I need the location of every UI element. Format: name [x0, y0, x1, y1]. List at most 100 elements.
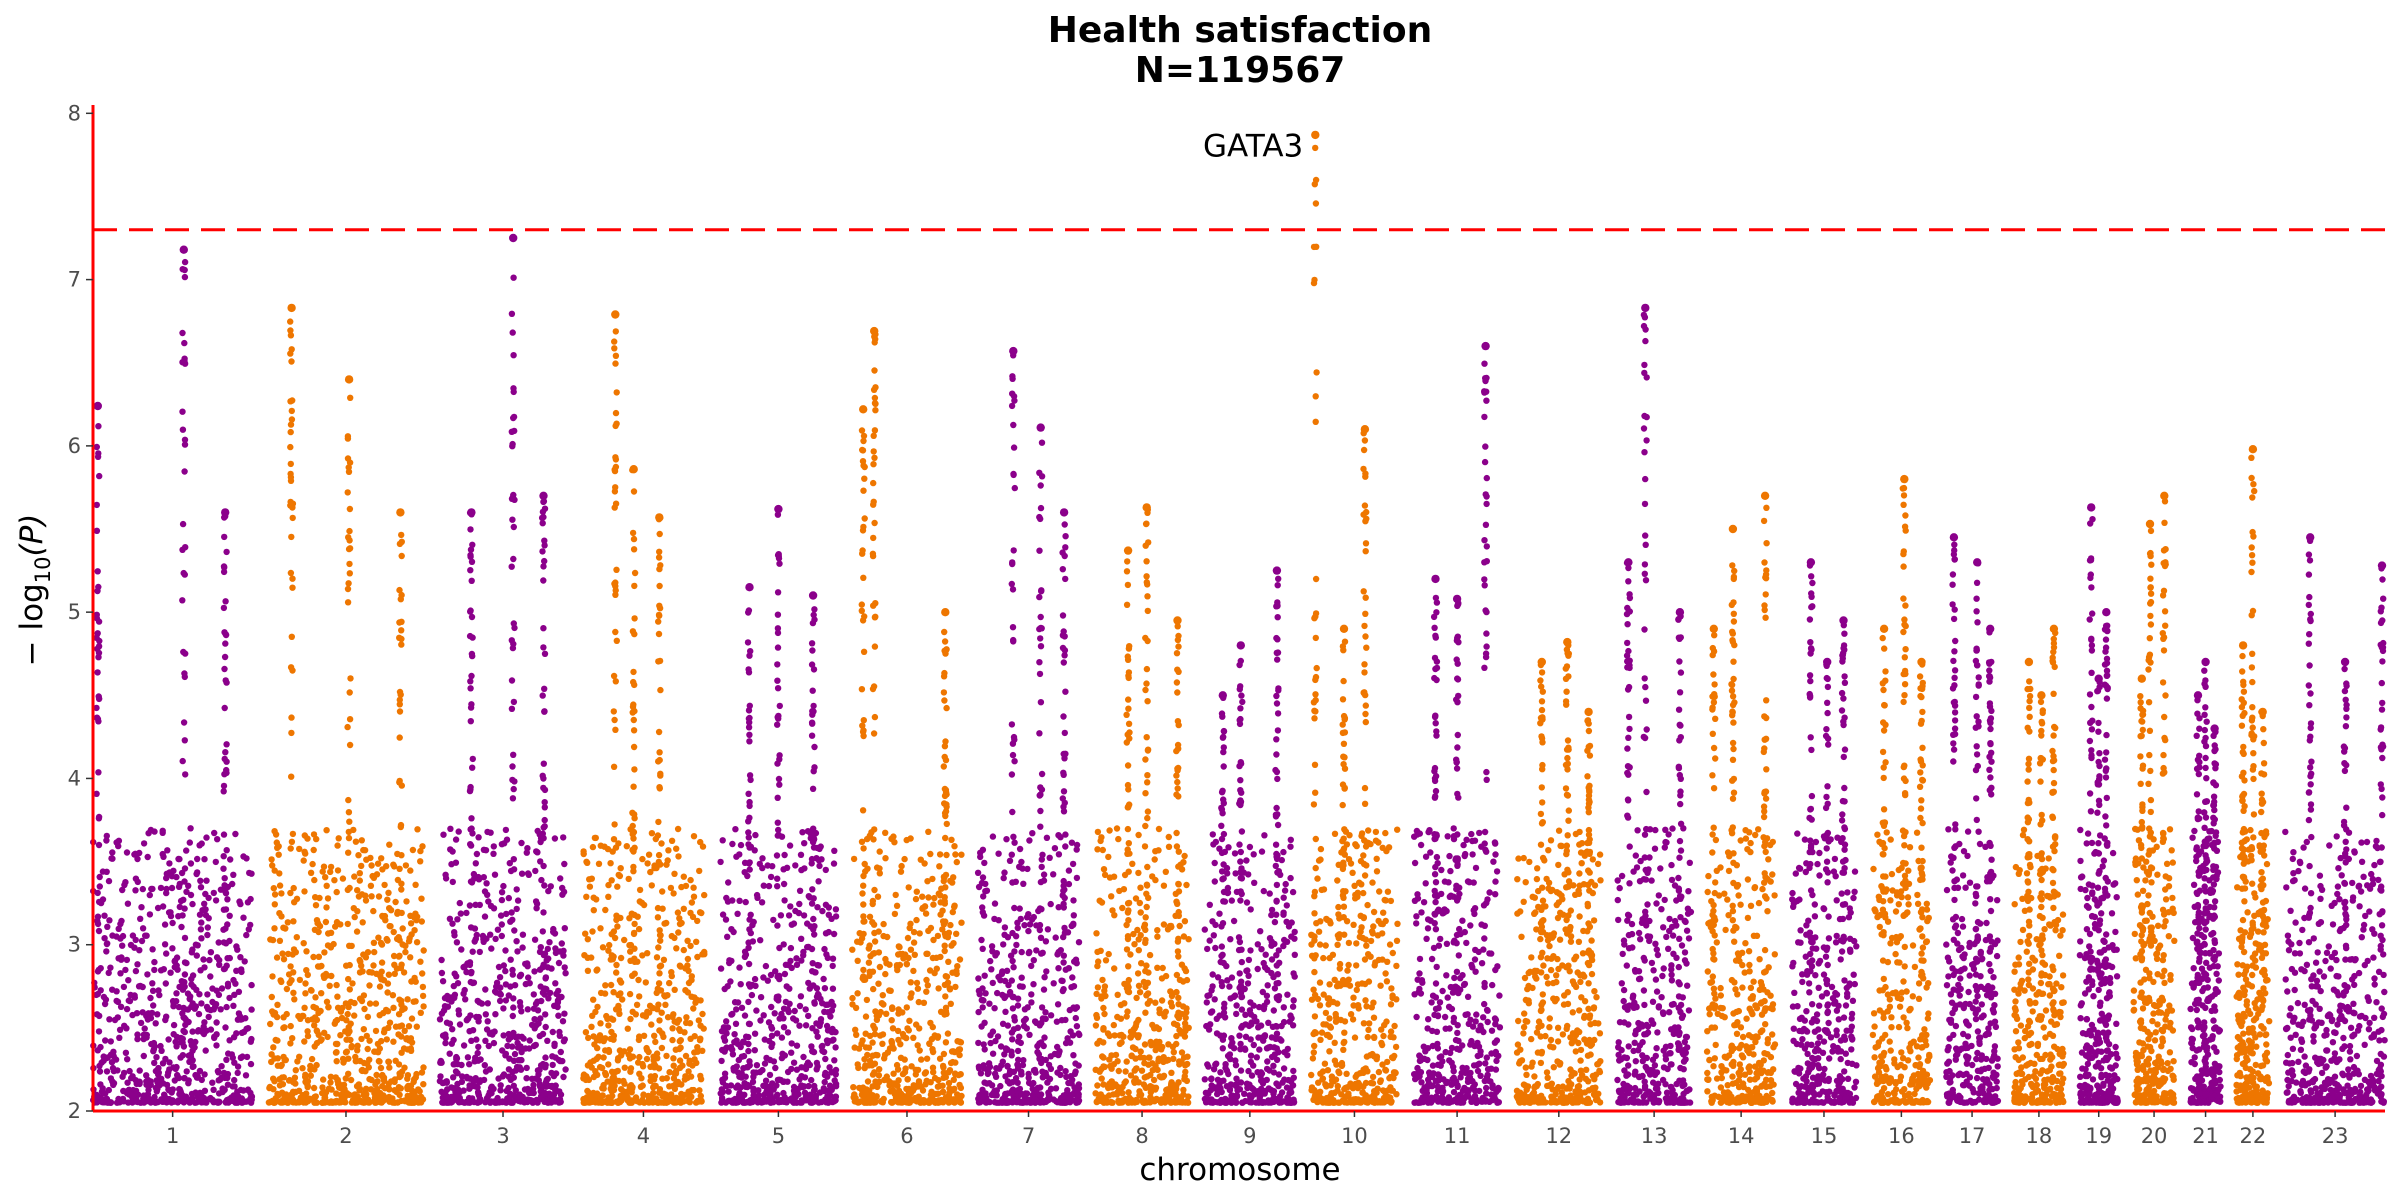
data-points — [90, 130, 2388, 1106]
snp-point — [746, 738, 753, 745]
snp-point — [294, 1058, 301, 1065]
snp-point — [288, 773, 295, 780]
snp-point — [193, 952, 200, 959]
snp-point — [1026, 837, 1033, 844]
snp-point — [690, 1005, 697, 1012]
snp-point — [1012, 1074, 1020, 1082]
snp-point — [197, 926, 205, 933]
snp-point — [482, 1011, 489, 1018]
snp-point — [1060, 713, 1067, 720]
snp-point — [463, 909, 470, 917]
snp-point — [924, 950, 931, 957]
snp-point — [523, 1075, 530, 1082]
snp-point — [221, 882, 228, 889]
snp-point — [189, 1057, 196, 1064]
snp-point — [1011, 397, 1018, 404]
snp-point — [871, 713, 879, 721]
snp-point — [690, 833, 698, 840]
snp-point — [919, 893, 926, 900]
snp-point — [140, 840, 148, 847]
snp-point — [240, 853, 247, 860]
snp-point — [861, 515, 868, 522]
snp-point — [212, 897, 220, 904]
snp-point — [655, 944, 662, 951]
snp-point — [615, 1006, 622, 1013]
snp-point — [1047, 1053, 1055, 1060]
snp-point — [346, 986, 353, 993]
snp-point — [611, 338, 618, 345]
snp-point — [466, 1061, 473, 1068]
snp-point — [202, 1047, 209, 1054]
snp-point — [822, 901, 830, 908]
snp-point — [287, 1022, 294, 1030]
snp-point — [1143, 992, 1150, 999]
snp-point — [500, 882, 507, 890]
snp-point — [939, 1062, 947, 1070]
snp-point — [1054, 1043, 1061, 1051]
snp-point — [93, 443, 101, 451]
snp-point — [376, 1012, 383, 1019]
snp-point — [736, 897, 743, 904]
snp-point — [745, 790, 752, 797]
snp-point — [181, 436, 189, 443]
snp-point — [809, 720, 816, 727]
snp-point — [678, 1081, 685, 1088]
snp-point — [93, 527, 101, 534]
snp-point — [481, 913, 489, 920]
snp-point — [932, 1090, 940, 1098]
snp-point — [223, 847, 230, 854]
snp-point — [323, 998, 331, 1005]
snp-point — [731, 1031, 738, 1038]
snp-point — [396, 586, 403, 594]
snp-point — [1045, 1096, 1052, 1104]
snp-point — [417, 858, 424, 865]
snp-point — [1057, 1064, 1064, 1072]
snp-point — [345, 580, 352, 587]
snp-point — [241, 958, 248, 965]
snp-point — [945, 958, 952, 965]
snp-point — [588, 875, 595, 882]
snp-point — [376, 1045, 383, 1052]
snp-point — [1062, 1068, 1069, 1075]
snp-point — [207, 949, 215, 956]
snp-point — [510, 414, 517, 422]
snp-point — [467, 718, 474, 725]
snp-point — [119, 1073, 126, 1080]
snp-point — [243, 931, 250, 939]
snp-point — [580, 1071, 588, 1078]
snp-point — [514, 1094, 521, 1102]
snp-point — [630, 546, 638, 553]
snp-point — [522, 1045, 529, 1052]
snp-point — [1000, 941, 1007, 948]
snp-point — [544, 1037, 551, 1045]
snp-point — [830, 930, 838, 938]
snp-point — [544, 1097, 551, 1105]
snp-point — [411, 1076, 418, 1083]
snp-point — [318, 990, 325, 997]
snp-point — [888, 835, 895, 842]
snp-point — [551, 930, 559, 937]
snp-point — [886, 961, 893, 968]
snp-point — [890, 1045, 897, 1052]
snp-point — [410, 998, 417, 1005]
snp-point — [787, 903, 794, 910]
snp-point — [348, 1042, 355, 1050]
snp-point — [676, 1027, 684, 1035]
snp-point — [210, 1006, 217, 1013]
snp-point — [913, 979, 921, 987]
snp-point — [1064, 1035, 1071, 1042]
snp-point — [647, 1073, 655, 1080]
snp-point — [1142, 1009, 1149, 1016]
snp-point — [811, 606, 818, 613]
snp-point — [287, 963, 294, 970]
snp-point — [751, 1030, 759, 1037]
snp-point — [534, 849, 541, 856]
snp-point — [1180, 978, 1187, 985]
snp-point — [590, 1033, 597, 1040]
snp-point — [741, 869, 748, 876]
snp-point — [809, 647, 816, 654]
snp-point — [593, 1055, 600, 1063]
snp-point — [988, 966, 995, 973]
snp-point — [449, 920, 456, 927]
snp-point — [862, 1030, 869, 1037]
